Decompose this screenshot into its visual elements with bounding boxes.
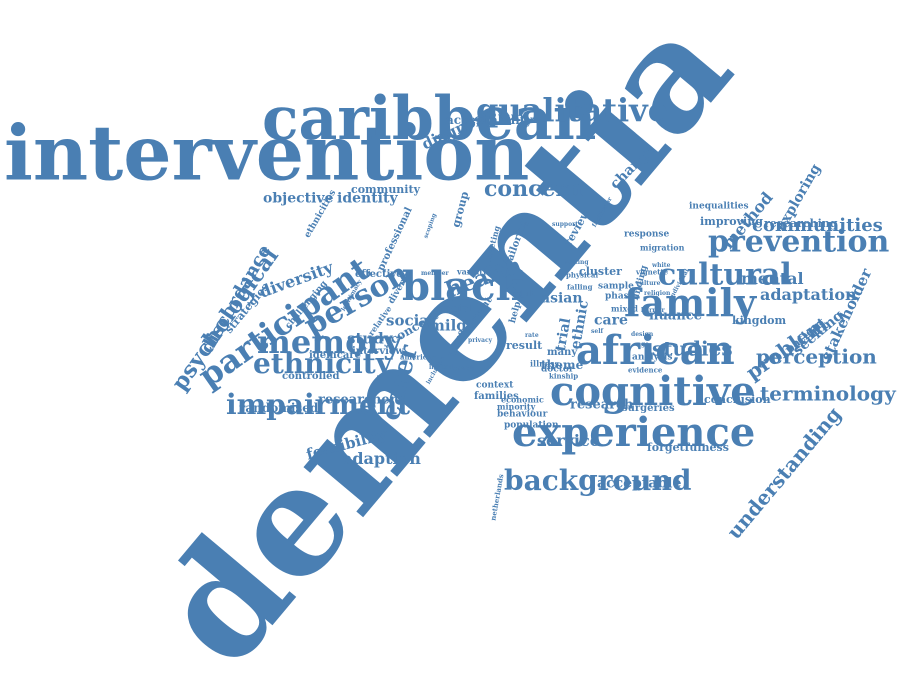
word-controlled: controlled <box>282 370 340 382</box>
word-idemcare: idemcare <box>309 349 361 361</box>
word-migration: migration <box>640 242 685 253</box>
word-privacy: privacy <box>468 337 493 345</box>
word-mental: mental <box>741 268 804 288</box>
word-analysis: analysis <box>632 352 673 363</box>
word-studies: studies <box>652 336 733 361</box>
word-caribbean: caribbean <box>262 83 597 154</box>
word-researcher: researcher <box>318 392 397 408</box>
word-racial: racial <box>438 301 474 315</box>
word-acceptability: acceptability <box>446 113 533 128</box>
word-economic: economic <box>501 394 544 405</box>
word-asian: asian <box>541 290 583 307</box>
word-mixed: mixed <box>611 303 638 314</box>
word-rate: rate <box>525 332 539 340</box>
word-researching: researching <box>764 216 838 230</box>
word-african: african <box>576 327 735 375</box>
word-culture: culture <box>636 280 661 288</box>
word-cognitive: cognitive <box>550 368 756 416</box>
word-adaption: adaption <box>342 448 421 468</box>
word-illness: illness <box>530 358 560 369</box>
word-service: service <box>537 430 600 450</box>
word-cluster: cluster <box>579 264 622 278</box>
word-community: community <box>351 182 420 196</box>
word-crack: crack <box>453 363 475 373</box>
word-support: support <box>552 221 579 229</box>
word-study: study <box>347 329 393 348</box>
word-terminology: terminology <box>760 381 896 406</box>
word-family: family <box>624 279 757 325</box>
word-experience: experience <box>512 409 756 457</box>
word-population: population <box>504 420 559 431</box>
word-interview: interview <box>352 345 404 357</box>
word-variation: variation <box>457 266 498 277</box>
word-adult: adult <box>512 288 536 299</box>
word-surgeries: surgeries <box>622 402 675 414</box>
word-identity: identity <box>337 190 398 207</box>
word-mild: mild <box>429 316 467 335</box>
word-concern: concern <box>484 175 584 202</box>
word-qualitative: qualitative <box>476 90 669 129</box>
word-response: response <box>624 229 670 240</box>
word-acceptable: acceptable <box>597 475 682 492</box>
word-perception: perception <box>756 344 877 369</box>
word-minority: minority <box>497 401 536 412</box>
word-adaptation: adaptation <box>760 284 857 304</box>
word-kingdom: kingdom <box>732 313 787 327</box>
word-social: social <box>386 311 435 330</box>
word-nuance: nuance <box>649 308 702 324</box>
word-memory: memory <box>257 322 402 361</box>
word-forgetfulness: forgetfulness <box>647 440 729 454</box>
word-member: member <box>421 270 449 278</box>
word-background: background <box>504 464 692 498</box>
word-age: age <box>637 341 649 349</box>
word-research: research <box>570 397 634 413</box>
word-improving: improving <box>700 214 763 228</box>
word-communities: communities <box>752 215 883 237</box>
word-behaviour: behaviour <box>497 409 548 420</box>
word-cultural: cultural <box>658 257 792 293</box>
word-prevention: prevention <box>708 224 890 260</box>
word-white: white <box>652 262 671 270</box>
word-religion: religion <box>644 290 671 298</box>
word-randomised: randomised <box>239 401 319 416</box>
word-impairment: impairment <box>226 388 411 422</box>
word-sample: sample <box>598 281 634 292</box>
word-physical: physical <box>566 270 599 280</box>
word-limited: limited <box>429 364 453 372</box>
word-many: many <box>547 346 578 358</box>
word-netherlands: netherlands <box>488 473 506 522</box>
word-phase: phase <box>605 291 635 302</box>
word-objective: objective <box>263 190 334 207</box>
word-american: american <box>400 352 437 362</box>
word-falling: falling <box>567 282 593 292</box>
word-kinship: kinship <box>549 371 579 381</box>
word-doctor: doctor <box>541 364 574 375</box>
word-families: families <box>474 390 519 402</box>
word-theme: theme <box>541 358 584 373</box>
word-setting: setting <box>565 259 589 267</box>
word-evidence: evidence <box>628 365 663 375</box>
word-inequalities: inequalities <box>689 201 749 212</box>
word-intervention: intervention <box>4 108 530 198</box>
word-ethnicity: ethnicity <box>253 347 392 381</box>
word-self: self <box>591 328 604 336</box>
word-design: design <box>631 331 654 339</box>
word-effective: effective <box>355 268 403 280</box>
word-care: care <box>594 312 628 329</box>
word-vignette: vignette <box>636 267 669 277</box>
word-conclusion: conclusion <box>704 392 771 406</box>
word-black: black <box>402 263 524 311</box>
word-context: context <box>476 380 514 391</box>
word-result: result <box>506 338 543 352</box>
word-barrier: barrier <box>641 307 665 315</box>
